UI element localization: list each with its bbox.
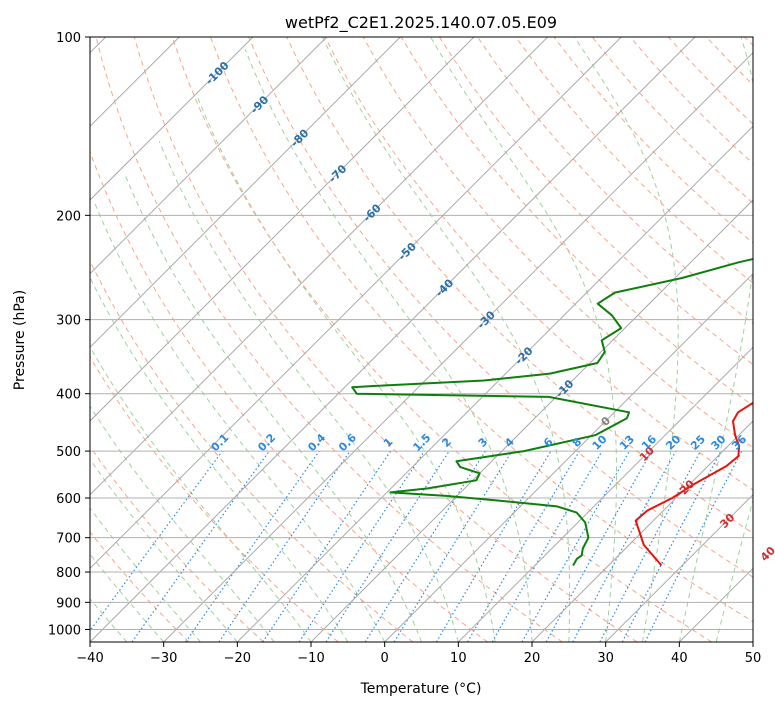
dry-adiabat-line xyxy=(515,37,753,284)
moist-adiabat-line xyxy=(90,458,238,642)
mixing-ratio-line xyxy=(545,450,653,642)
mixing-ratio-line xyxy=(218,450,351,642)
y-tick-label: 1000 xyxy=(48,623,81,638)
y-tick-label: 400 xyxy=(56,388,81,403)
dry-adiabat-line xyxy=(90,531,190,642)
isotherm-line xyxy=(90,37,696,642)
moist-adiabat-line xyxy=(244,49,533,642)
y-axis: 100 200 300 400 500 600 700 800 900 1000 xyxy=(48,31,90,638)
dry-adiabat-line xyxy=(438,37,753,366)
x-tick-label: 10 xyxy=(450,651,467,666)
x-axis: −40 −30 −20 −10 0 10 20 30 40 50 xyxy=(76,642,761,666)
pressure-gridlines xyxy=(90,37,753,630)
moist-adiabat-line xyxy=(90,276,349,642)
isotherm-line xyxy=(236,125,753,642)
isotherm-line xyxy=(90,37,475,422)
isotherm-line xyxy=(90,37,622,570)
y-tick-label: 500 xyxy=(56,445,81,460)
x-tick-label: −30 xyxy=(150,651,177,666)
mixing-ratio-line xyxy=(131,450,270,642)
y-tick-label: 600 xyxy=(56,492,81,507)
dry-adiabat-line xyxy=(210,37,753,623)
isotherm-line xyxy=(90,37,549,496)
isotherm-line xyxy=(384,272,753,642)
temperature-profile-line xyxy=(634,401,753,567)
moist-adiabat-line xyxy=(430,37,617,642)
dry-adiabat-line xyxy=(90,445,264,642)
x-axis-label: Temperature (°C) xyxy=(360,681,482,697)
plot-frame xyxy=(89,36,754,643)
y-tick-label: 800 xyxy=(56,566,81,581)
isotherm-line xyxy=(310,199,753,642)
moist-adiabat-line xyxy=(574,37,679,642)
isotherms xyxy=(90,37,753,642)
mixing-ratio-lines xyxy=(90,450,743,642)
x-tick-label: 30 xyxy=(597,651,614,666)
x-tick-label: 40 xyxy=(671,651,688,666)
dewpoint-profile-line xyxy=(351,257,753,566)
moist-adiabat-line xyxy=(322,37,571,642)
x-tick-label: −10 xyxy=(297,651,324,666)
x-tick-label: 0 xyxy=(381,651,389,666)
x-tick-label: −40 xyxy=(76,651,103,666)
y-tick-label: 700 xyxy=(56,532,81,547)
mixing-ratio-line xyxy=(185,450,320,642)
mixing-ratio-line xyxy=(298,450,425,642)
dry-adiabat-line xyxy=(90,356,339,642)
mixing-ratio-line xyxy=(521,450,631,642)
isotherm-line xyxy=(90,37,401,349)
dry-adiabat-line xyxy=(248,37,753,578)
mixing-ratio-line xyxy=(572,450,677,642)
mixing-ratio-line xyxy=(325,450,450,642)
y-tick-label: 100 xyxy=(56,31,81,46)
dry-adiabat-line xyxy=(171,37,712,642)
isotherm-line xyxy=(163,51,753,642)
sounding-profiles xyxy=(351,257,753,567)
isotherm-line xyxy=(605,493,753,642)
y-tick-label: 300 xyxy=(56,314,81,329)
isotherm-line xyxy=(457,346,753,642)
y-axis-label: Pressure (hPa) xyxy=(12,290,28,390)
moist-adiabat-line xyxy=(90,345,312,642)
x-tick-label: 20 xyxy=(524,651,541,666)
dry-adiabat-line xyxy=(400,37,753,407)
mixing-ratio-line xyxy=(393,450,513,642)
moist-adiabat-line xyxy=(195,94,496,642)
chart-title: wetPf2_C2E1.2025.140.07.05.E09 xyxy=(285,13,557,33)
mixing-ratio-line xyxy=(644,450,743,642)
isotherm-line xyxy=(90,37,254,201)
isotherm-line xyxy=(90,37,328,275)
x-tick-label: 50 xyxy=(745,651,762,666)
mixing-ratio-line xyxy=(90,450,223,632)
moist-adiabat-line xyxy=(93,201,386,642)
y-tick-label: 900 xyxy=(56,596,81,611)
moist-adiabat-line xyxy=(90,597,128,642)
x-tick-label: −20 xyxy=(224,651,251,666)
dry-adiabat-line xyxy=(90,150,488,642)
dry-adiabat-line xyxy=(95,37,563,642)
mixing-ratio-line xyxy=(262,450,392,642)
y-tick-label: 200 xyxy=(56,209,81,224)
isotherm-line xyxy=(531,420,753,642)
